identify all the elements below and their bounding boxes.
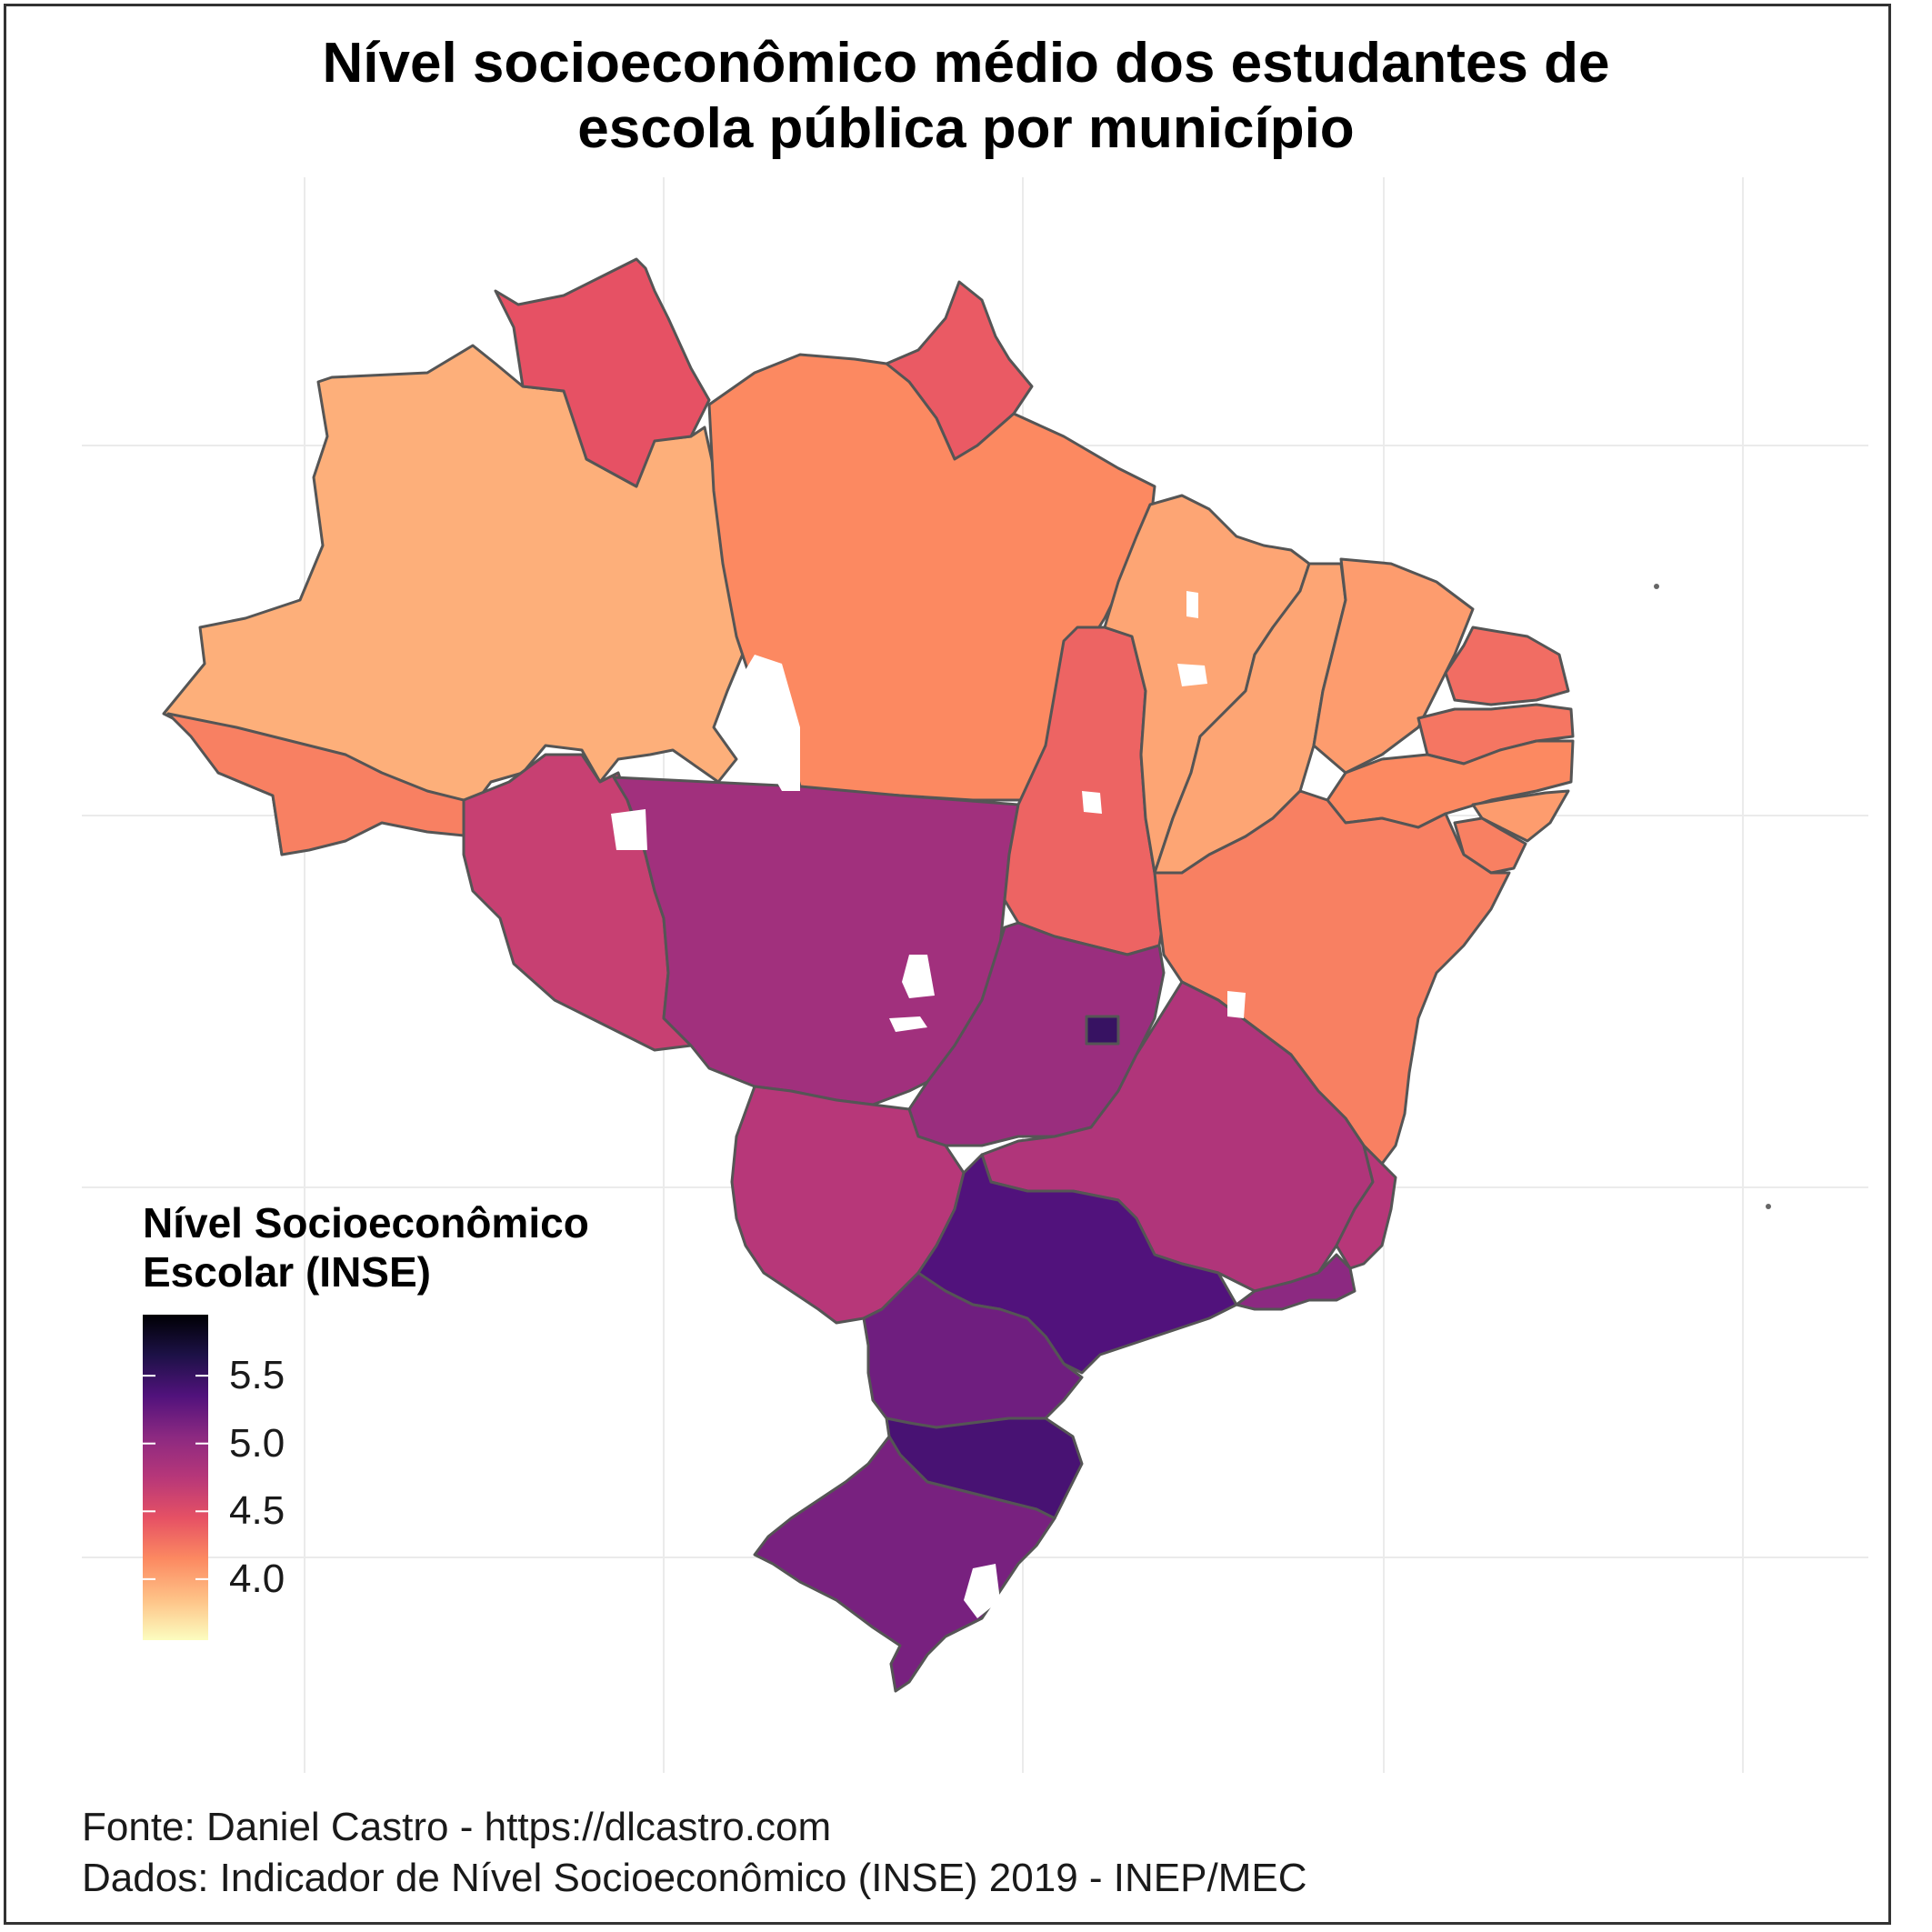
missing-area bbox=[964, 1564, 1000, 1618]
islands bbox=[1654, 584, 1771, 1209]
source-caption: Fonte: Daniel Castro - https://dlcastro.… bbox=[82, 1802, 1306, 1904]
missing-area bbox=[1227, 991, 1246, 1018]
legend-tick-label: 4.5 bbox=[229, 1488, 285, 1534]
legend-tick-label: 5.0 bbox=[229, 1420, 285, 1466]
state-go bbox=[907, 921, 1166, 1147]
missing-area bbox=[611, 809, 647, 850]
island bbox=[1654, 584, 1659, 589]
caption-line2: Dados: Indicador de Nível Socioeconômico… bbox=[82, 1856, 1307, 1900]
state-rr bbox=[494, 257, 711, 488]
caption-line1: Fonte: Daniel Castro - https://dlcastro.… bbox=[82, 1805, 832, 1849]
state-ac bbox=[166, 712, 479, 856]
legend-colorbar bbox=[143, 1315, 208, 1640]
island bbox=[1766, 1204, 1771, 1209]
state-df bbox=[1085, 1015, 1120, 1046]
missing-area bbox=[1082, 791, 1102, 814]
legend-tick-label: 5.5 bbox=[229, 1353, 285, 1398]
missing-data-areas bbox=[611, 591, 1246, 1618]
missing-area bbox=[902, 955, 935, 998]
legend-title-line2: Escolar (INSE) bbox=[143, 1248, 431, 1296]
state-es bbox=[1335, 1144, 1397, 1270]
states-layer bbox=[162, 257, 1575, 1693]
state-rs bbox=[753, 1435, 1056, 1693]
state-pr bbox=[862, 1271, 1084, 1429]
missing-area bbox=[1186, 591, 1198, 618]
legend-title-line1: Nível Socioeconômico bbox=[143, 1199, 589, 1246]
legend-tick-label: 4.0 bbox=[229, 1556, 285, 1601]
missing-area bbox=[1177, 664, 1207, 686]
map-title: Nível socioeconômico médio dos estudante… bbox=[0, 31, 1932, 162]
legend-gradient bbox=[143, 1315, 208, 1640]
missing-area bbox=[727, 655, 800, 791]
legend-title: Nível Socioeconômico Escolar (INSE) bbox=[143, 1198, 589, 1296]
state-rn bbox=[1444, 626, 1570, 706]
map-title-line2: escola pública por município bbox=[577, 97, 1355, 160]
map-title-line1: Nível socioeconômico médio dos estudante… bbox=[322, 32, 1610, 95]
state-ce bbox=[1312, 557, 1475, 775]
state-rj bbox=[1235, 1253, 1356, 1311]
missing-area bbox=[889, 1016, 927, 1032]
